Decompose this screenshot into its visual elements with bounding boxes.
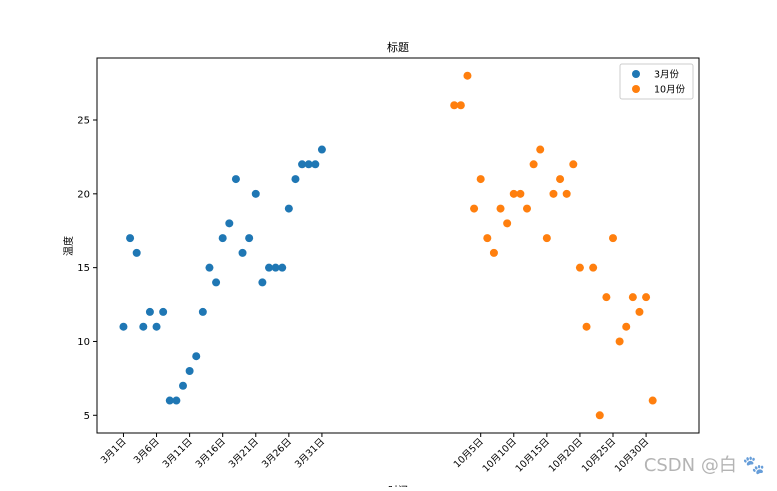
scatter-point-series-1 [225,219,234,228]
scatter-point-series-1 [139,322,148,331]
scatter-point-series-1 [218,234,227,243]
scatter-point-series-2 [575,263,584,272]
scatter-point-series-1 [185,366,194,375]
scatter-point-series-1 [291,175,300,184]
scatter-point-series-1 [245,234,254,243]
scatter-point-series-1 [265,263,273,272]
y-tick-label: 10 [77,337,90,348]
scatter-point-series-1 [152,322,161,331]
scatter-point-series-2 [628,293,637,302]
scatter-point-series-1 [205,263,214,272]
scatter-point-series-1 [258,278,267,287]
y-tick-label: 5 [84,411,90,422]
scatter-point-series-2 [635,307,644,316]
scatter-point-series-1 [231,175,240,184]
scatter-point-series-2 [516,189,525,198]
scatter-point-series-2 [489,248,498,257]
scatter-point-series-2 [523,204,531,213]
scatter-point-series-1 [212,278,221,287]
y-tick-label: 20 [77,189,90,200]
scatter-point-series-1 [126,234,135,243]
scatter-point-series-2 [450,101,459,110]
scatter-point-series-2 [582,322,591,331]
scatter-point-series-1 [317,145,326,154]
scatter-point-series-1 [284,204,293,213]
scatter-point-series-1 [298,160,307,169]
scatter-point-series-2 [556,175,565,184]
scatter-point-series-1 [172,396,181,405]
scatter-point-series-2 [470,204,479,213]
scatter-point-series-1 [304,160,313,169]
y-tick-label: 15 [77,263,90,274]
scatter-point-series-2 [542,234,551,243]
y-tick-label: 25 [77,116,90,127]
scatter-point-series-1 [311,160,320,169]
scatter-point-series-1 [198,307,207,316]
scatter-point-series-2 [496,204,505,213]
scatter-point-series-1 [159,307,168,316]
scatter-point-series-1 [271,263,280,272]
scatter-point-series-1 [192,352,201,361]
scatter-point-series-2 [549,189,558,198]
scatter-point-series-2 [648,396,657,405]
plot-frame [96,57,700,434]
scatter-point-series-2 [509,189,518,198]
legend-label: 10月份 [654,84,686,96]
scatter-point-series-1 [165,396,174,405]
legend: 3月份 10月份 [619,63,694,100]
scatter-point-series-1 [238,248,247,257]
scatter-point-series-2 [642,293,651,302]
scatter-point-series-2 [529,160,538,169]
scatter-point-series-1 [132,248,141,257]
scatter-point-series-2 [536,145,545,154]
scatter-point-series-2 [609,234,617,243]
scatter-point-series-2 [562,189,571,198]
scatter-point-series-1 [119,322,128,331]
legend-label: 3月份 [654,69,680,81]
scatter-point-series-2 [463,71,472,80]
scatter-point-series-2 [456,101,465,110]
scatter-point-series-1 [145,307,154,316]
scatter-point-series-2 [622,322,631,331]
scatter-point-series-1 [179,381,187,390]
scatter-point-series-2 [589,263,598,272]
scatter-point-series-2 [503,219,512,228]
y-axis-label: 温度 [62,236,75,256]
scatter-point-series-2 [476,175,485,184]
watermark: CSDN @白 🐾 [643,455,765,476]
scatter-point-series-2 [483,234,492,243]
scatter-point-series-1 [278,263,287,272]
legend-marker [632,70,640,78]
scatter-point-series-1 [251,189,260,198]
scatter-point-series-2 [602,293,611,302]
legend-marker [632,85,640,93]
scatter-point-series-2 [595,411,604,420]
scatter-point-series-2 [569,160,578,169]
scatter-point-series-2 [615,337,624,346]
chart-title: 标题 [387,40,409,54]
